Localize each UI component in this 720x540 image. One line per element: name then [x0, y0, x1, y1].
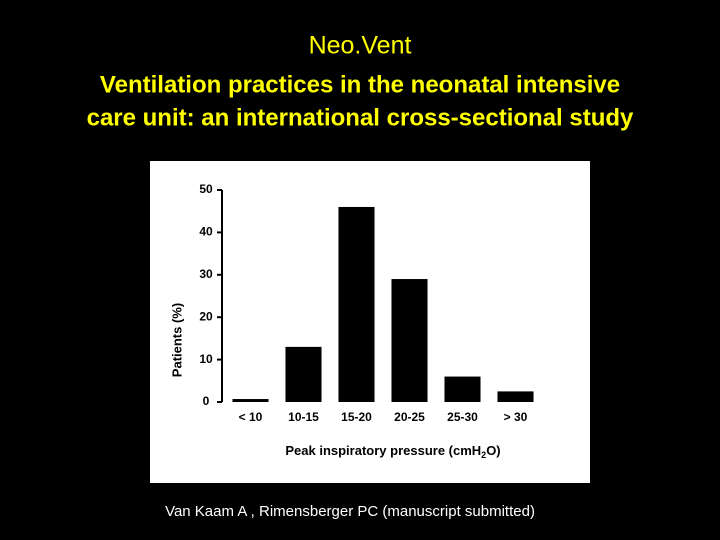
bar	[338, 206, 375, 402]
x-tick-label: 20-25	[394, 410, 425, 424]
y-tick-label: 0	[203, 394, 210, 408]
slide-title: Neo.Vent	[309, 32, 412, 60]
bar	[285, 346, 322, 402]
y-tick-label: 30	[199, 267, 213, 281]
x-tick-label: 10-15	[288, 410, 319, 424]
y-tick-label: 10	[199, 352, 213, 366]
y-axis-label: Patients (%)	[169, 303, 184, 377]
y-tick-label: 40	[199, 225, 213, 239]
citation: Van Kaam A , Rimensberger PC (manuscript…	[165, 503, 535, 520]
x-tick-label: 25-30	[447, 410, 478, 424]
slide-subtitle: care unit: an international cross-sectio…	[87, 104, 634, 131]
y-tick-label: 50	[199, 182, 213, 196]
x-axis-label-part: Peak inspiratory pressure (cmH	[285, 443, 481, 458]
slide-subtitle: Ventilation practices in the neonatal in…	[100, 71, 620, 98]
bar	[391, 279, 428, 402]
x-axis-label-part: O)	[486, 443, 500, 458]
x-tick-label: 15-20	[341, 410, 372, 424]
x-tick-label: < 10	[239, 410, 263, 424]
x-axis-label-part: 2	[481, 450, 486, 460]
x-tick-label: > 30	[504, 410, 528, 424]
bar	[444, 376, 481, 402]
bar	[497, 391, 534, 402]
x-axis-label: Peak inspiratory pressure (cmH2O)	[285, 443, 500, 460]
bar	[232, 399, 269, 402]
chart: 0 10 20 30 40 50 Patients (%) < 10 10-15 15-20 20-…	[169, 182, 534, 460]
y-tick-label: 20	[199, 309, 213, 323]
